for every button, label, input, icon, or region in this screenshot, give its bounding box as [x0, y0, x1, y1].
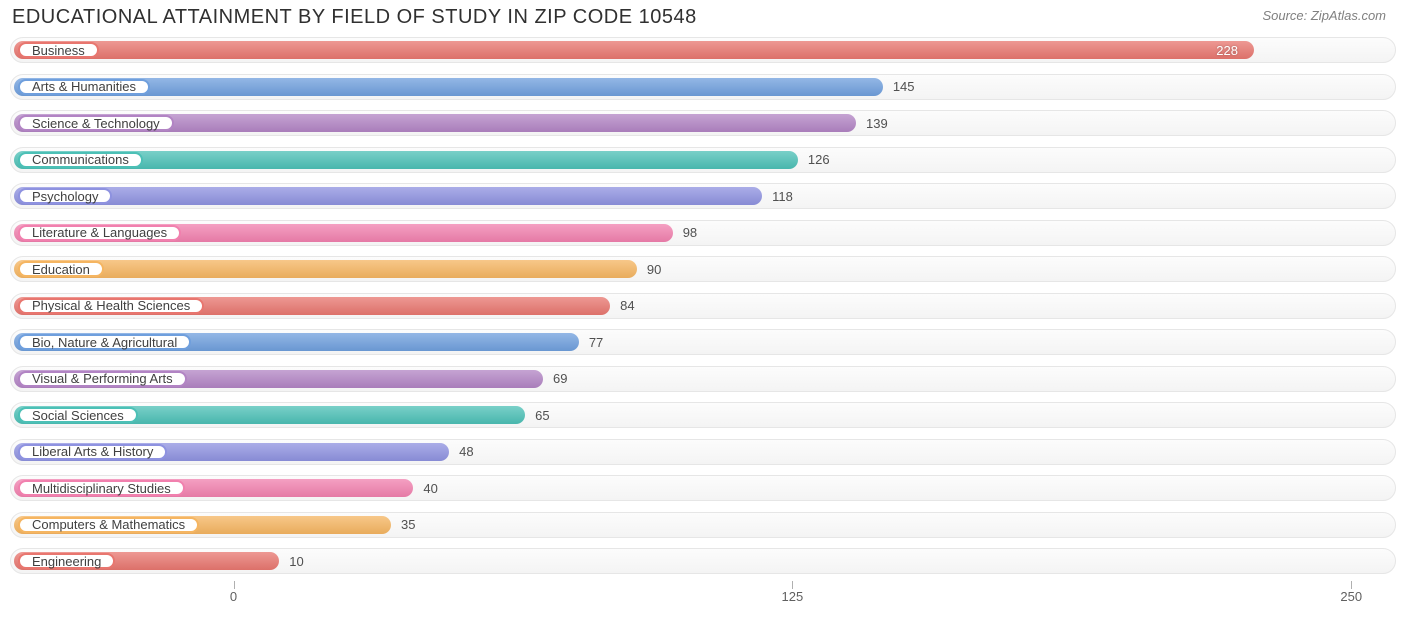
category-pill: Multidisciplinary Studies — [18, 480, 185, 496]
value-label: 228 — [1216, 38, 1238, 62]
bar-row: Multidisciplinary Studies 40 — [10, 471, 1396, 506]
value-label: 40 — [423, 476, 437, 500]
axis-tick-label: 125 — [782, 589, 804, 604]
bar-track: Science & Technology 139 — [10, 110, 1396, 136]
axis-tick — [1351, 581, 1352, 589]
category-pill: Psychology — [18, 188, 112, 204]
value-label: 35 — [401, 513, 415, 537]
bar-track: Social Sciences 65 — [10, 402, 1396, 428]
chart-area: Business 228 Arts & Humanities 145 Science &… — [0, 33, 1406, 579]
bar-fill — [14, 187, 762, 205]
category-pill: Communications — [18, 152, 143, 168]
bar-track: Engineering 10 — [10, 548, 1396, 574]
bar-row: Education 90 — [10, 252, 1396, 287]
bar-row: Physical & Health Sciences 84 — [10, 289, 1396, 324]
bar-track: Education 90 — [10, 256, 1396, 282]
value-label: 145 — [893, 75, 915, 99]
value-label: 126 — [808, 148, 830, 172]
bar-row: Arts & Humanities 145 — [10, 70, 1396, 105]
bar-row: Science & Technology 139 — [10, 106, 1396, 141]
category-pill: Business — [18, 42, 99, 58]
axis-tick-label: 250 — [1340, 589, 1362, 604]
bar-track: Liberal Arts & History 48 — [10, 439, 1396, 465]
category-pill: Liberal Arts & History — [18, 444, 167, 460]
category-pill: Arts & Humanities — [18, 79, 150, 95]
value-label: 84 — [620, 294, 634, 318]
source-label: Source: ZipAtlas.com — [1262, 8, 1386, 23]
bar-track: Arts & Humanities 145 — [10, 74, 1396, 100]
value-label: 139 — [866, 111, 888, 135]
category-pill: Science & Technology — [18, 115, 174, 131]
chart-title: EDUCATIONAL ATTAINMENT BY FIELD OF STUDY… — [12, 6, 697, 29]
value-label: 118 — [772, 184, 793, 208]
bar-row: Social Sciences 65 — [10, 398, 1396, 433]
bar-track: Multidisciplinary Studies 40 — [10, 475, 1396, 501]
bar-track: Communications 126 — [10, 147, 1396, 173]
axis-tick-label: 0 — [230, 589, 237, 604]
bar-track: Business 228 — [10, 37, 1396, 63]
value-label: 69 — [553, 367, 567, 391]
bar-track: Visual & Performing Arts 69 — [10, 366, 1396, 392]
value-label: 98 — [683, 221, 697, 245]
value-label: 77 — [589, 330, 603, 354]
bar-track: Physical & Health Sciences 84 — [10, 293, 1396, 319]
axis-tick — [234, 581, 235, 589]
category-pill: Social Sciences — [18, 407, 138, 423]
bar-track: Psychology 118 — [10, 183, 1396, 209]
value-label: 48 — [459, 440, 473, 464]
value-label: 90 — [647, 257, 661, 281]
bar-row: Bio, Nature & Agricultural 77 — [10, 325, 1396, 360]
bar-row: Psychology 118 — [10, 179, 1396, 214]
bar-fill — [14, 260, 637, 278]
axis-tick — [792, 581, 793, 589]
bar-row: Literature & Languages 98 — [10, 216, 1396, 251]
bar-row: Liberal Arts & History 48 — [10, 435, 1396, 470]
category-pill: Physical & Health Sciences — [18, 298, 204, 314]
value-label: 65 — [535, 403, 549, 427]
category-pill: Bio, Nature & Agricultural — [18, 334, 191, 350]
bar-track: Literature & Languages 98 — [10, 220, 1396, 246]
category-pill: Literature & Languages — [18, 225, 181, 241]
x-axis: 0 125 250 — [10, 581, 1396, 611]
bar-row: Engineering 10 — [10, 544, 1396, 579]
category-pill: Education — [18, 261, 104, 277]
bar-track: Bio, Nature & Agricultural 77 — [10, 329, 1396, 355]
value-label: 10 — [289, 549, 303, 573]
category-pill: Computers & Mathematics — [18, 517, 199, 533]
bar-row: Communications 126 — [10, 143, 1396, 178]
bar-fill — [14, 41, 1254, 59]
category-pill: Engineering — [18, 553, 115, 569]
bar-track: Computers & Mathematics 35 — [10, 512, 1396, 538]
bar-row: Business 228 — [10, 33, 1396, 68]
category-pill: Visual & Performing Arts — [18, 371, 187, 387]
bar-row: Visual & Performing Arts 69 — [10, 362, 1396, 397]
bar-row: Computers & Mathematics 35 — [10, 508, 1396, 543]
